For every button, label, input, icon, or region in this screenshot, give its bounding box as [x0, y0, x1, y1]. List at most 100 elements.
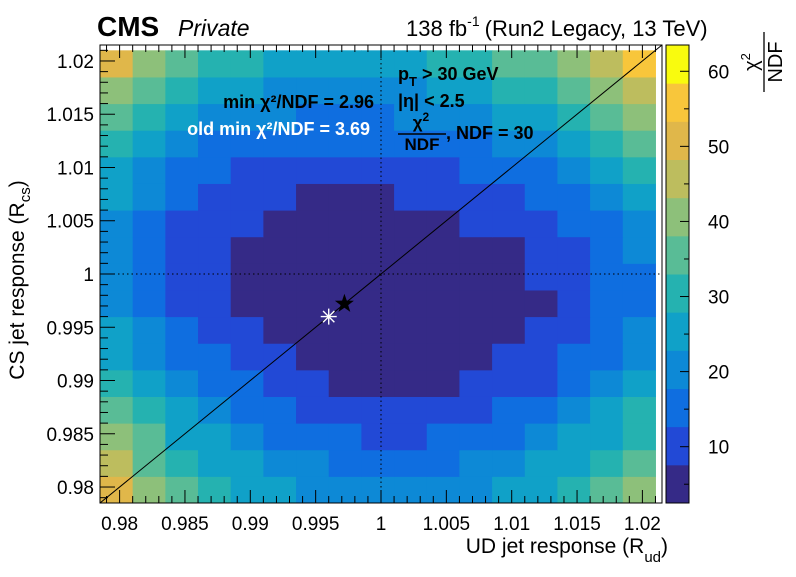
heatmap-cell: [459, 369, 493, 397]
heatmap-cell: [590, 263, 624, 291]
chi2-ndf-annotation: χ2 NDF , NDF = 30: [398, 110, 534, 154]
heatmap-cell: [132, 50, 166, 78]
heatmap-cell: [230, 156, 264, 184]
heatmap-cell: [557, 130, 591, 158]
colorbar-title-numerator: χ2: [738, 53, 763, 71]
heatmap-cell: [361, 449, 395, 477]
heatmap-cell: [426, 423, 460, 451]
heatmap-cell: [557, 449, 591, 477]
heatmap-cell: [132, 76, 166, 105]
heatmap-cell: [590, 423, 624, 451]
colorbar-segment: [666, 159, 689, 199]
heatmap-cell: [263, 396, 297, 424]
heatmap-cell: [459, 396, 493, 424]
heatmap-cell: [198, 236, 232, 264]
heatmap-cell: [361, 289, 395, 318]
heatmap-cell: [590, 449, 624, 477]
heatmap-cell: [622, 130, 656, 158]
heatmap-cell: [524, 183, 558, 211]
heatmap-cell: [394, 103, 428, 131]
run-info: (Run2 Legacy, 13 TeV): [485, 16, 708, 41]
heatmap-cell: [426, 236, 460, 264]
heatmap-cell: [328, 316, 362, 344]
heatmap-cell: [361, 476, 395, 504]
heatmap-cell: [198, 449, 232, 477]
heatmap-cell: [198, 263, 232, 291]
heatmap-cell: [132, 316, 166, 344]
y-axis: 0.98 0.985 0.99 0.995 1 1.005 1.01 1.015 1.02: [46, 49, 115, 499]
heatmap-cell: [165, 396, 199, 424]
x-tick-label: 0.99: [232, 514, 269, 535]
heatmap-cell: [459, 210, 493, 238]
x-tick-label: 1.01: [493, 514, 530, 535]
heatmap-cell: [296, 263, 330, 291]
heatmap-cell: [361, 50, 395, 78]
heatmap-cell: [557, 183, 591, 211]
heatmap-cell: [426, 263, 460, 291]
heatmap-cell: [198, 423, 232, 451]
best-fit-marker: [334, 293, 354, 312]
y-axis-title-sub: cs: [17, 187, 34, 202]
heatmap-cell: [524, 210, 558, 238]
heatmap-cell: [492, 316, 526, 344]
colorbar-ticks: 10 20 30 40 50 60: [680, 62, 729, 485]
heatmap-cell: [296, 449, 330, 477]
heatmap-cell: [100, 76, 134, 105]
heatmap-cell: [132, 130, 166, 158]
heatmap-cell: [426, 449, 460, 477]
heatmap-cell: [524, 476, 558, 504]
heatmap-cell: [165, 449, 199, 477]
heatmap-cell: [198, 103, 232, 131]
heatmap-cell: [361, 343, 395, 371]
heatmap-cell: [263, 476, 297, 504]
heatmap-cell: [459, 423, 493, 451]
heatmap-cell: [361, 183, 395, 211]
heatmap-cell: [361, 130, 395, 158]
heatmap-cell: [492, 210, 526, 238]
heatmap-cell: [263, 236, 297, 264]
heatmap-cell: [100, 236, 134, 264]
x-axis-title-end: ): [661, 535, 668, 558]
heatmap-cell: [622, 289, 656, 318]
heatmap-cell: [622, 210, 656, 238]
heatmap-cell: [230, 316, 264, 344]
heatmap-cell: [100, 449, 134, 477]
heatmap-cell: [394, 316, 428, 344]
heatmap-cell: [165, 76, 199, 105]
heatmap-cell: [590, 236, 624, 264]
heatmap-cell: [132, 263, 166, 291]
heatmap-cell: [263, 103, 297, 131]
heatmap-cell: [622, 183, 656, 211]
heatmap-cell: [198, 289, 232, 318]
heatmap-cell: [100, 183, 134, 211]
old-min-chi2-annotation: old min χ²/NDF = 3.69: [187, 119, 370, 139]
heatmap-cell: [557, 316, 591, 344]
heatmap-cell: [524, 50, 558, 78]
heatmap-cell: [100, 289, 134, 318]
diagonal-line: [99, 44, 663, 504]
heatmap-cell: [394, 263, 428, 291]
colorbar-tick-label: 50: [708, 137, 729, 158]
x-tick-label: 0.995: [292, 514, 340, 535]
heatmap-cell: [459, 76, 493, 105]
colorbar-tick-label: 60: [708, 62, 729, 83]
heatmap-cell: [100, 210, 134, 238]
heatmap-cell: [459, 476, 493, 504]
heatmap-cell: [590, 130, 624, 158]
heatmap-cell: [328, 236, 362, 264]
x-tick-label: 0.98: [101, 514, 138, 535]
colorbar-chi-sup: 2: [738, 53, 753, 60]
heatmap-cell: [524, 156, 558, 184]
heatmap-cell: [296, 423, 330, 451]
heatmap-cell: [165, 263, 199, 291]
heatmap-cell: [165, 289, 199, 318]
heatmap-cell: [557, 423, 591, 451]
chi2-superscript: 2: [423, 110, 430, 124]
heatmap-cell: [590, 476, 624, 504]
heatmap-cell: [622, 263, 656, 291]
heatmap-cell: [132, 183, 166, 211]
heatmap-cell: [426, 183, 460, 211]
x-axis-title: UD jet response (Rud): [466, 535, 668, 566]
heatmap-cell: [590, 50, 624, 78]
heatmap-cell: [524, 103, 558, 131]
